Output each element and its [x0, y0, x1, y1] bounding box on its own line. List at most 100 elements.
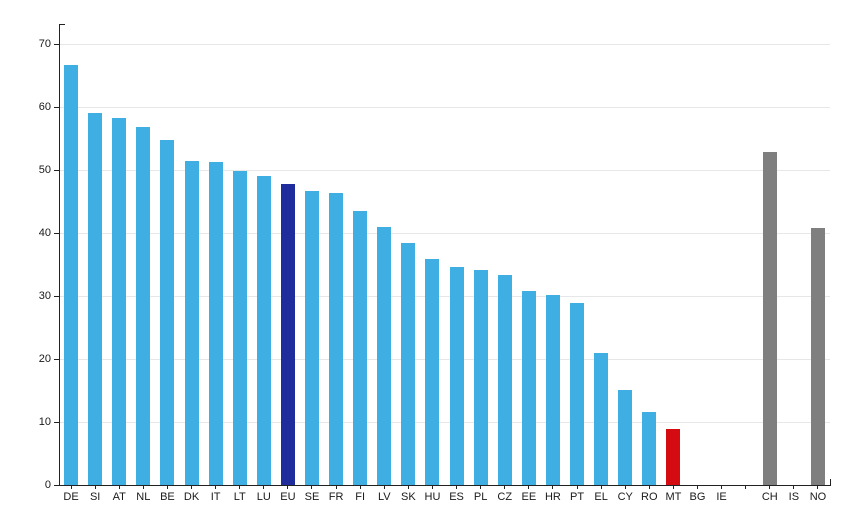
x-tick-mark [431, 485, 433, 489]
bar-sk [401, 243, 416, 485]
x-tick-label: DE [63, 491, 79, 503]
x-tick-label: NO [809, 491, 827, 503]
x-tick-label: LV [377, 491, 391, 503]
x-tick-mark [215, 485, 217, 489]
y-tick-mark [54, 169, 59, 171]
x-tick-mark [359, 485, 361, 489]
x-axis-right-cap [829, 479, 831, 486]
x-tick-mark [191, 485, 193, 489]
bar-el [594, 352, 609, 485]
x-tick-label: PL [473, 491, 488, 503]
bar-no [810, 227, 825, 485]
x-tick-mark [817, 485, 819, 489]
y-tick-label: 40 [38, 227, 51, 239]
x-tick-mark [142, 485, 144, 489]
x-tick-label: FI [355, 491, 366, 503]
y-tick-mark [54, 43, 59, 45]
x-tick-mark [793, 485, 795, 489]
bar-dk [184, 160, 199, 485]
x-tick-label: HR [544, 491, 561, 503]
y-tick-mark [54, 295, 59, 297]
bar-lv [377, 226, 392, 485]
bar-pl [473, 269, 488, 485]
x-tick-label: PT [569, 491, 585, 503]
x-tick-label: RO [641, 491, 658, 503]
bar-es [449, 267, 464, 485]
bar-mt [666, 428, 681, 485]
bar-lu [256, 176, 271, 485]
bar-de [64, 64, 79, 485]
x-tick-label: CZ [497, 491, 513, 503]
x-tick-label: EE [521, 491, 537, 503]
bar-ro [642, 411, 657, 485]
y-tick-mark [54, 232, 59, 234]
y-axis-top-cap [58, 24, 65, 25]
y-gridline [59, 169, 830, 171]
x-tick-label: EU [280, 491, 296, 503]
x-tick-mark [721, 485, 723, 489]
x-tick-mark [600, 485, 602, 489]
x-tick-mark [456, 485, 458, 489]
x-tick-label: IS [788, 491, 800, 503]
bar-cz [497, 274, 512, 485]
y-tick-label: 10 [38, 416, 51, 428]
x-tick-label: AT [112, 491, 126, 503]
x-tick-label: BE [160, 491, 175, 503]
y-tick-label: 70 [38, 38, 51, 50]
x-tick-mark [263, 485, 265, 489]
y-gridline [59, 421, 830, 423]
y-tick-mark [54, 484, 59, 486]
bar-at [112, 118, 127, 485]
x-tick-mark [672, 485, 674, 489]
x-tick-mark [769, 485, 771, 489]
x-tick-label: EL [594, 491, 608, 503]
bar-nl [136, 126, 151, 485]
x-tick-mark [311, 485, 313, 489]
y-tick-label: 50 [38, 164, 51, 176]
x-tick-mark [118, 485, 120, 489]
y-tick-label: 60 [38, 101, 51, 113]
x-tick-mark [576, 485, 578, 489]
x-tick-mark [528, 485, 530, 489]
x-tick-mark [696, 485, 698, 489]
y-tick-mark [54, 421, 59, 423]
x-tick-label: IE [716, 491, 727, 503]
y-gridline [59, 43, 830, 45]
x-tick-label: NL [136, 491, 151, 503]
y-gridline [59, 232, 830, 234]
x-tick-mark [407, 485, 409, 489]
y-gridline [59, 358, 830, 360]
y-axis-line [58, 24, 60, 485]
y-tick-mark [54, 106, 59, 108]
x-tick-mark [504, 485, 506, 489]
bar-ee [521, 290, 536, 485]
x-tick-mark [94, 485, 96, 489]
x-tick-mark [239, 485, 241, 489]
x-tick-mark [287, 485, 289, 489]
bar-se [304, 191, 319, 485]
x-tick-mark [552, 485, 554, 489]
x-tick-label: DK [183, 491, 200, 503]
x-tick-label: LT [233, 491, 246, 503]
x-tick-label: ES [449, 491, 464, 503]
bar-eu [280, 183, 295, 485]
bar-cy [618, 389, 633, 485]
x-tick-mark [745, 485, 747, 489]
x-axis-line [58, 485, 831, 486]
x-tick-mark [624, 485, 626, 489]
bar-hu [425, 258, 440, 485]
y-tick-mark [54, 358, 59, 360]
bar-pt [570, 302, 585, 485]
y-tick-label: 30 [38, 290, 51, 302]
x-tick-label: SE [304, 491, 320, 503]
bar-be [160, 140, 175, 485]
bar-fi [353, 210, 368, 485]
bar-si [88, 112, 103, 485]
x-tick-label: MT [665, 491, 682, 503]
x-tick-mark [480, 485, 482, 489]
x-tick-label: CH [761, 491, 778, 503]
x-tick-label: IT [210, 491, 221, 503]
bar-it [208, 161, 223, 485]
x-tick-label: SK [401, 491, 416, 503]
bar-fr [329, 193, 344, 485]
